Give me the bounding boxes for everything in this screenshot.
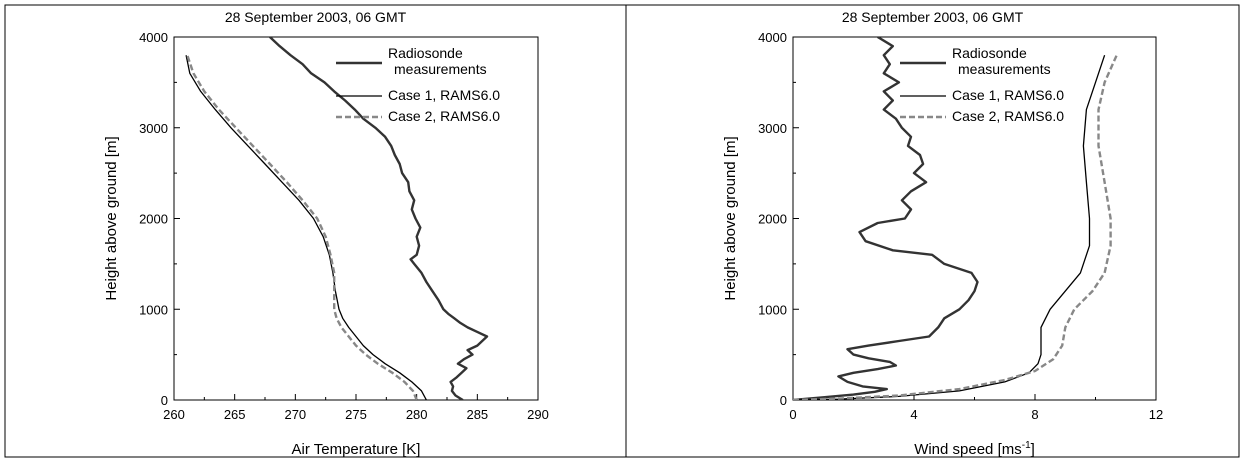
- series-line-3: [186, 54, 418, 400]
- x-tick-label: 4: [910, 407, 917, 422]
- x-axis-label: Wind speed [ms-1]: [914, 440, 1035, 458]
- y-tick-label: 3000: [758, 121, 787, 136]
- legend-label: Case 2, RAMS6.0: [388, 108, 500, 124]
- y-tick-label: 1000: [758, 302, 787, 317]
- x-axis-label: Air Temperature [K]: [292, 441, 421, 458]
- series-line-3: [793, 54, 1118, 400]
- chart-panel-1: 28 September 2003, 06 GMT 260 265 270 275 280…: [4, 4, 627, 458]
- series-line-2: [793, 54, 1106, 400]
- y-tick-label: 0: [161, 393, 168, 408]
- panel-frame: [625, 4, 1240, 458]
- legend-label: Case 1, RAMS6.0: [388, 87, 500, 103]
- x-tick-label: 8: [1031, 407, 1038, 422]
- y-axis-label: Height above ground [m]: [722, 136, 739, 300]
- x-tick-label: 290: [527, 407, 549, 422]
- y-tick-label: 3000: [139, 121, 168, 136]
- y-tick-label: 1000: [139, 302, 168, 317]
- x-tick-label: 12: [1149, 407, 1163, 422]
- y-tick-label: 2000: [139, 212, 168, 227]
- x-tick-label: 275: [345, 407, 367, 422]
- y-tick-label: 4000: [139, 30, 168, 45]
- legend-label: measurements: [958, 61, 1051, 77]
- x-tick-label: 285: [466, 407, 488, 422]
- chart-title: 28 September 2003, 06 GMT: [225, 9, 407, 25]
- legend-label: measurements: [394, 61, 487, 77]
- series-line-1: [793, 37, 979, 400]
- y-tick-label: 2000: [758, 212, 787, 227]
- y-tick-label: 0: [780, 393, 787, 408]
- x-tick-label: 280: [406, 407, 428, 422]
- x-tick-label: 270: [284, 407, 306, 422]
- legend-label: Radiosonde: [952, 45, 1027, 61]
- x-tick-label: 265: [224, 407, 246, 422]
- legend-label: Radiosonde: [388, 45, 463, 61]
- x-axis-label-end: ]: [1031, 441, 1035, 458]
- x-tick-label: 260: [163, 407, 185, 422]
- y-tick-label: 4000: [758, 30, 787, 45]
- x-tick-label: 0: [789, 407, 796, 422]
- y-axis-label: Height above ground [m]: [103, 136, 120, 300]
- chart-panel-2: 28 September 2003, 06 GMT 0 4 8 12 0 1000 2000 3…: [625, 4, 1240, 458]
- legend-label: Case 2, RAMS6.0: [952, 108, 1064, 124]
- legend-label: Case 1, RAMS6.0: [952, 87, 1064, 103]
- chart-title: 28 September 2003, 06 GMT: [842, 9, 1024, 25]
- panel-frame: [4, 4, 627, 458]
- series-line-2: [185, 55, 427, 400]
- x-axis-label-superscript: -1: [1022, 440, 1031, 451]
- series-line-1: [269, 37, 489, 400]
